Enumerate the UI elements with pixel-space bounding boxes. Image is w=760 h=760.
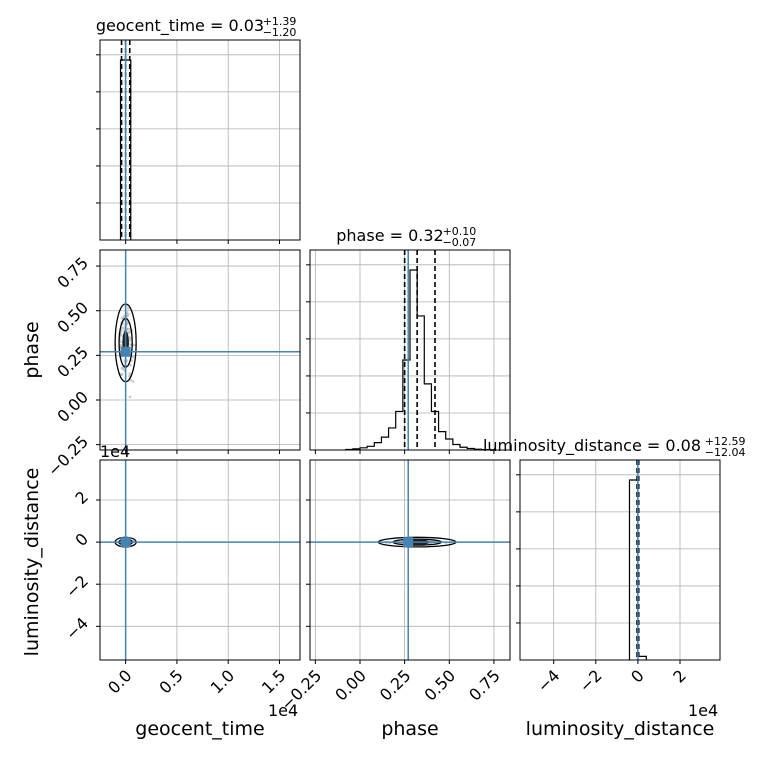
- xtick-label-geocent_time: 1.0: [207, 666, 238, 697]
- xaxis-label-phase: phase: [381, 718, 438, 740]
- truth-marker: [120, 346, 131, 357]
- panel-phase-vs-geocent_time: −0.25 0.00 0.25 0.50 0.75: [44, 249, 301, 480]
- title-plus: +0.10: [443, 225, 477, 238]
- xtick-label-phase: 0.25: [376, 666, 415, 705]
- ytick-label-phase: −0.25: [44, 432, 92, 480]
- sample-point: [120, 372, 124, 376]
- sample-point: [129, 343, 133, 346]
- title-plus: +1.39: [263, 15, 297, 28]
- sample-point: [132, 343, 136, 347]
- xtick-label-geocent_time: 0.5: [155, 666, 186, 697]
- sample-point: [128, 374, 131, 378]
- panel-title: luminosity_distance = 0.08: [483, 436, 701, 456]
- sample-point: [131, 380, 135, 383]
- panel-luminosity_distance-vs-luminosity_distance: luminosity_distance = 0.08 +12.59−12.04 −4…: [483, 435, 746, 696]
- panel-phase-vs-phase: phase = 0.32+0.10−0.07: [306, 225, 511, 454]
- ytick-label-phase: 0.75: [53, 253, 92, 292]
- yaxis-label-phase: phase: [21, 321, 43, 378]
- xtick-label-luminosity_distance: −2: [576, 666, 606, 696]
- title-main: geocent_time = 0.03: [96, 16, 264, 36]
- panel-geocent_time-vs-geocent_time: geocent_time = 0.03+1.39−1.20: [96, 15, 301, 244]
- title-minus: −0.07: [443, 236, 477, 249]
- xtick-label-luminosity_distance: −4: [533, 666, 563, 696]
- xtick-label-phase: 0.00: [331, 666, 370, 705]
- title-plus: +12.59: [705, 435, 746, 448]
- sample-point: [121, 367, 125, 371]
- panel-frame: [99, 39, 301, 241]
- sample-point: [128, 395, 132, 399]
- title-main: phase = 0.32: [336, 226, 443, 245]
- xtick-label-phase: 0.50: [421, 666, 460, 705]
- panel-title: phase = 0.32: [336, 226, 443, 245]
- ytick-label-luminosity_distance: −4: [62, 614, 92, 644]
- sample-point: [126, 306, 130, 310]
- yaxis-label-luminosity_distance: luminosity_distance: [21, 468, 43, 657]
- panel-frame: [519, 459, 721, 661]
- title-minus: −1.20: [263, 26, 297, 39]
- panel-title: geocent_time = 0.03: [96, 16, 264, 36]
- ytick-label-luminosity_distance: 0: [71, 529, 92, 550]
- xtick-label-phase: 0.75: [465, 666, 504, 705]
- ytick-label-luminosity_distance: 2: [71, 487, 92, 508]
- sample-point: [128, 363, 132, 367]
- sample-point: [131, 355, 135, 359]
- offset-luminosity_distance-bottom: 1e4: [688, 701, 718, 720]
- sample-point: [125, 327, 129, 331]
- offset-geocent_time: 1e4: [268, 701, 298, 720]
- xaxis-label-geocent_time: geocent_time: [135, 718, 264, 740]
- title-minus: −12.04: [705, 446, 746, 459]
- panel-frame: [99, 249, 301, 451]
- truth-marker: [120, 537, 131, 548]
- truth-marker: [403, 537, 414, 548]
- xaxis-label-luminosity_distance: luminosity_distance: [526, 718, 715, 740]
- histogram-step: [345, 269, 497, 451]
- panel-frame: [99, 459, 301, 661]
- ytick-label-luminosity_distance: −2: [62, 571, 92, 601]
- offset-luminosity_distance-left: 1e4: [100, 442, 130, 461]
- panel-frame: [309, 459, 511, 661]
- panel-luminosity_distance-vs-phase: −0.25 0.00 0.25 0.50 0.75: [277, 459, 511, 714]
- sample-point: [128, 372, 132, 375]
- xtick-label-luminosity_distance: 2: [669, 666, 690, 687]
- ytick-label-phase: 0.50: [53, 298, 92, 337]
- sample-point: [127, 331, 131, 334]
- ytick-label-phase: 0.00: [53, 387, 92, 426]
- xtick-label-geocent_time: 0.0: [104, 666, 135, 697]
- panel-frame: [309, 249, 511, 451]
- xtick-label-luminosity_distance: 0: [627, 666, 648, 687]
- title-main: luminosity_distance = 0.08: [483, 436, 701, 456]
- sample-point: [119, 340, 123, 344]
- ytick-label-phase: 0.25: [53, 343, 92, 382]
